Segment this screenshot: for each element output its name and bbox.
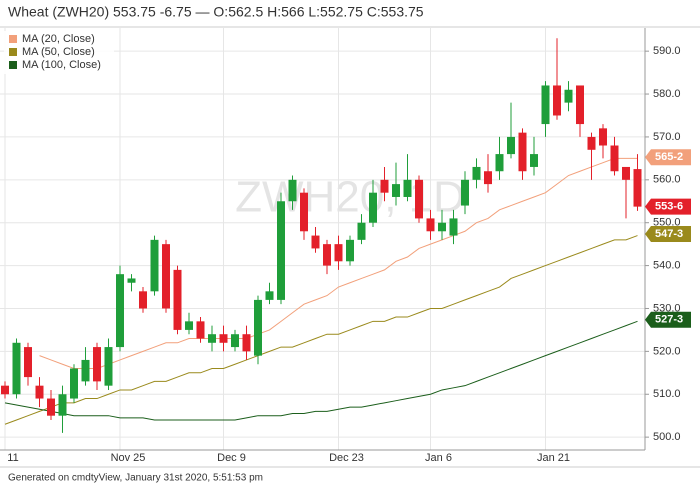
- x-tick-label: Dec 23: [329, 452, 364, 464]
- candle-body: [231, 334, 239, 348]
- chart-title: Wheat (ZWH20) 553.75 -6.75 — O:562.5 H:5…: [8, 4, 424, 20]
- candle-body: [403, 179, 412, 197]
- price-tag-label: 527-3: [655, 314, 683, 326]
- price-tag: [645, 149, 691, 166]
- x-tick-label: Jan 21: [537, 452, 570, 464]
- x-tick-label: 11: [7, 452, 18, 464]
- y-tick-label: 500.0: [653, 431, 681, 443]
- legend-swatch: [9, 61, 17, 69]
- legend-label: MA (50, Close): [22, 46, 95, 58]
- candle-body: [150, 239, 159, 292]
- candle-body: [47, 398, 55, 416]
- candle-body: [426, 218, 435, 232]
- candle-body: [610, 145, 619, 172]
- watermark: ZWH20, 1D: [235, 173, 465, 222]
- price-tag-label: 553-6: [655, 201, 683, 213]
- candle-body: [346, 239, 354, 262]
- footer: Generated on cmdtyView, January 31st 202…: [8, 473, 263, 484]
- legend-box: [4, 31, 114, 74]
- candle-body: [93, 347, 101, 382]
- candle-body: [438, 222, 446, 232]
- candle-body: [70, 368, 78, 399]
- y-tick-label: 570.0: [653, 131, 681, 143]
- candle-body: [127, 278, 136, 283]
- candle-body: [35, 385, 44, 399]
- candle-body: [104, 347, 113, 386]
- legend-swatch: [9, 48, 17, 56]
- candle-body: [24, 347, 32, 378]
- candle-body: [334, 244, 343, 262]
- candle-body: [300, 192, 308, 232]
- ma-line: [39, 157, 638, 370]
- ma-line: [4, 235, 638, 425]
- candle-body: [541, 85, 550, 125]
- candle-body: [58, 394, 67, 416]
- x-tick-label: Nov 25: [111, 452, 146, 464]
- price-tag-label: 565-2: [655, 151, 683, 163]
- candle-body: [553, 85, 561, 116]
- y-tick-label: 550.0: [653, 217, 681, 229]
- y-tick-label: 590.0: [653, 45, 681, 57]
- candle-body: [162, 244, 170, 309]
- candle-body: [208, 334, 216, 343]
- candle-body: [507, 136, 515, 155]
- y-tick-label: 560.0: [653, 174, 681, 186]
- y-tick-label: 530.0: [653, 302, 681, 314]
- candle-body: [139, 291, 147, 309]
- candle-body: [12, 342, 21, 395]
- candle-body: [518, 132, 527, 172]
- x-tick-label: Jan 6: [425, 452, 452, 464]
- candle-body: [369, 192, 377, 223]
- candle-body: [219, 334, 228, 343]
- candle-body: [472, 166, 481, 180]
- candle-body: [415, 179, 423, 219]
- price-tag-label: 547-3: [655, 228, 683, 240]
- candle-body: [254, 299, 262, 356]
- candle-body: [461, 179, 469, 206]
- price-tag: [645, 311, 691, 328]
- y-tick-label: 540.0: [653, 259, 681, 271]
- price-tag: [645, 225, 691, 242]
- candle-body: [196, 321, 205, 339]
- x-tick-label: Dec 9: [217, 452, 246, 464]
- candle-body: [185, 321, 193, 330]
- candle-body: [449, 218, 458, 236]
- candle-body: [277, 201, 285, 300]
- candle-body: [288, 179, 297, 202]
- candle-body: [530, 154, 538, 167]
- ma-line: [4, 320, 638, 421]
- candle-body: [622, 166, 630, 180]
- candle-body: [323, 244, 331, 266]
- price-tag: [645, 198, 691, 215]
- candle-body: [1, 385, 9, 395]
- y-tick-label: 520.0: [653, 345, 681, 357]
- y-tick-label: 580.0: [653, 88, 681, 100]
- candle-body: [81, 359, 90, 382]
- candle-body: [242, 334, 251, 352]
- candle-body: [357, 222, 366, 240]
- candle-body: [116, 274, 124, 348]
- legend-swatch: [9, 35, 17, 43]
- candle-body: [495, 154, 504, 172]
- candle-body: [311, 235, 320, 249]
- candle-body: [380, 179, 389, 193]
- candle-body: [564, 89, 573, 103]
- candle-body: [576, 85, 584, 125]
- candle-body: [484, 171, 492, 185]
- candle-body: [173, 269, 182, 330]
- legend-label: MA (20, Close): [22, 33, 95, 45]
- candle-body: [265, 291, 274, 300]
- legend: MA (20, Close)MA (50, Close)MA (100, Clo…: [4, 31, 114, 74]
- candle-body: [633, 169, 642, 207]
- legend-label: MA (100, Close): [22, 59, 101, 71]
- y-tick-label: 510.0: [653, 388, 681, 400]
- candle-body: [599, 128, 607, 146]
- candle-body: [392, 184, 400, 197]
- candle-body: [587, 136, 596, 150]
